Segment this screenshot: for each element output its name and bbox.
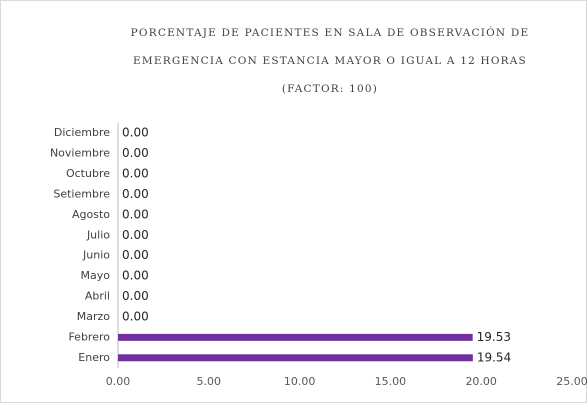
- value-label: 0.00: [122, 126, 149, 140]
- value-label: 0.00: [122, 146, 149, 160]
- value-label: 0.00: [122, 187, 149, 201]
- bar: [118, 333, 473, 341]
- value-label: 0.00: [122, 167, 149, 181]
- y-tick-label: Mayo: [81, 269, 111, 282]
- y-tick-label: Marzo: [77, 310, 111, 323]
- value-label: 0.00: [122, 207, 149, 221]
- y-tick-label: Julio: [86, 228, 110, 241]
- y-tick-label: Setiembre: [53, 187, 110, 200]
- x-tick-label: 15.00: [375, 375, 407, 388]
- x-tick-label: 20.00: [465, 375, 497, 388]
- value-label: 0.00: [122, 269, 149, 283]
- x-tick-label: 25.00: [556, 375, 587, 388]
- x-tick-label: 10.00: [284, 375, 316, 388]
- chart-title: PORCENTAJE DE PACIENTES EN SALA DE OBSER…: [131, 25, 530, 39]
- value-label: 0.00: [122, 309, 149, 323]
- value-label: 0.00: [122, 289, 149, 303]
- chart-title: (FACTOR: 100): [282, 83, 378, 95]
- y-tick-label: Enero: [78, 351, 110, 364]
- bar: [118, 354, 473, 362]
- value-label: 19.54: [477, 350, 511, 364]
- y-tick-label: Agosto: [72, 208, 110, 221]
- y-tick-label: Abril: [85, 290, 110, 303]
- y-tick-label: Noviembre: [50, 147, 110, 160]
- y-tick-label: Junio: [82, 249, 110, 262]
- x-tick-label: 5.00: [197, 375, 222, 388]
- chart-title: EMERGENCIA CON ESTANCIA MAYOR O IGUAL A …: [133, 55, 527, 67]
- value-label: 0.00: [122, 228, 149, 242]
- value-label: 19.53: [477, 330, 511, 344]
- x-tick-label: 0.00: [106, 375, 131, 388]
- y-tick-label: Febrero: [68, 330, 110, 343]
- value-label: 0.00: [122, 248, 149, 262]
- y-tick-label: Octubre: [66, 167, 110, 180]
- y-tick-label: Diciembre: [54, 126, 110, 139]
